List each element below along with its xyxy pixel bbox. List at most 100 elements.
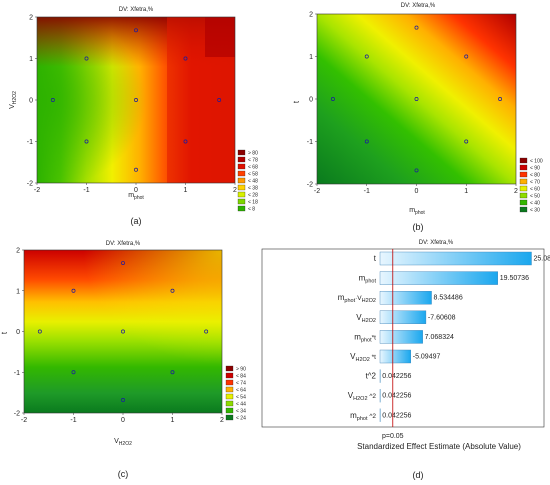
design-point — [134, 28, 138, 33]
panel-c-ylabel: t — [0, 331, 9, 334]
panel-a-ylabel: VH2O2 — [9, 91, 18, 109]
pareto-bar — [379, 310, 427, 324]
pareto-value-label: 7.068324 — [425, 334, 454, 341]
x-tick-label: -2 — [21, 417, 27, 424]
design-point — [121, 398, 125, 402]
legend-label: < 44 — [236, 402, 246, 408]
panel-d-title: DV: Xfetra,% — [419, 240, 454, 246]
x-tick-label: -2 — [314, 188, 320, 195]
panel-d-xlabel: Standardized Effect Estimate (Absolute V… — [357, 442, 521, 451]
x-tick-label: -2 — [34, 187, 40, 194]
panel-b-ylabel: t — [292, 100, 301, 103]
y-tick-label: 1 — [29, 56, 33, 63]
design-point — [364, 139, 369, 144]
legend-label: < 68 — [248, 165, 258, 171]
pareto-bar — [379, 251, 532, 266]
legend-swatch — [225, 407, 234, 414]
design-point — [134, 98, 138, 102]
panel-a-caption: (a) — [131, 216, 142, 226]
x-tick-label: 1 — [184, 187, 188, 194]
legend-swatch — [225, 379, 234, 386]
legend-swatch — [225, 386, 234, 393]
legend-swatch — [237, 191, 246, 198]
p-value-label: p=0.05 — [382, 433, 404, 440]
pareto-term-label: mphot·VH2O2 — [338, 293, 376, 304]
pareto-value-label: -5.09497 — [413, 354, 441, 361]
legend-label: < 40 — [530, 201, 540, 207]
design-point — [330, 97, 335, 101]
pareto-value-label: 25.0895 — [533, 256, 550, 263]
legend-label: < 84 — [236, 374, 246, 380]
x-tick-label: 1 — [464, 188, 468, 195]
design-point — [204, 329, 209, 334]
design-point — [217, 98, 222, 102]
panel-a-xlabel: mphot — [128, 192, 144, 201]
legend-label: < 58 — [248, 172, 258, 178]
pareto-term-label: mphot ^2 — [350, 411, 376, 422]
panel-c-legend: > 90< 84< 74< 64< 54< 44< 34< 24 — [225, 365, 246, 422]
legend-swatch — [519, 171, 528, 178]
design-point — [364, 54, 369, 59]
legend-swatch — [237, 205, 246, 212]
legend-label: < 64 — [236, 388, 246, 394]
pareto-value-label: 19.50736 — [500, 275, 529, 282]
legend-swatch — [519, 157, 528, 164]
legend-swatch — [519, 185, 528, 192]
x-tick-label: -1 — [83, 187, 89, 194]
legend-swatch — [237, 149, 246, 156]
panel-c: DV: Xfetra,% -2 -1 0 1 2 2 1 0 -1 -2 VH2O2 t > 90… — [0, 241, 246, 479]
design-point — [183, 139, 188, 144]
x-tick-label: 0 — [121, 417, 125, 424]
y-tick-label: -2 — [14, 411, 20, 418]
legend-label: < 60 — [530, 187, 540, 193]
panel-b-caption: (b) — [413, 222, 424, 232]
legend-label: < 18 — [248, 200, 258, 206]
panel-b-surface — [317, 14, 516, 184]
x-tick-label: 0 — [415, 188, 419, 195]
panel-b-design-points — [330, 25, 503, 173]
panel-b-ticks: -2 -1 0 1 2 2 1 0 -1 -2 — [307, 12, 518, 196]
pareto-value-label: 0.042256 — [382, 412, 411, 419]
y-tick-label: 0 — [29, 98, 33, 105]
legend-swatch — [237, 184, 246, 191]
y-tick-label: 2 — [309, 12, 313, 19]
panel-c-design-points — [37, 261, 209, 402]
y-tick-label: 1 — [16, 288, 20, 295]
pareto-value-label: 0.042256 — [382, 373, 411, 380]
x-tick-label: 0 — [134, 187, 138, 194]
x-tick-label: 2 — [220, 417, 224, 424]
panel-d: DV: Xfetra,% 25.0895 t 19.50736 mphot 8.5344… — [261, 240, 550, 480]
y-tick-label: 2 — [16, 248, 20, 255]
pareto-bar — [379, 330, 423, 344]
legend-label: < 8 — [248, 207, 255, 213]
y-tick-label: 0 — [16, 329, 20, 336]
legend-label: < 74 — [236, 381, 246, 387]
legend-label: < 78 — [248, 158, 258, 164]
panel-c-ticks: -2 -1 0 1 2 2 1 0 -1 -2 — [14, 248, 224, 425]
y-tick-label: -2 — [307, 182, 313, 189]
legend-swatch — [519, 164, 528, 171]
legend-label: < 34 — [236, 409, 246, 415]
pareto-term-label: VH2O2 *t — [350, 352, 376, 363]
panel-a-title: DV: Xfetra,% — [119, 7, 154, 13]
y-tick-label: -1 — [307, 139, 313, 146]
design-point — [134, 167, 138, 172]
y-tick-label: -2 — [27, 181, 33, 188]
design-point — [183, 56, 188, 61]
y-tick-label: -1 — [27, 139, 33, 146]
design-point — [37, 329, 42, 334]
design-point — [414, 168, 419, 173]
panel-b: DV: Xfetra,% -2 -1 0 1 2 2 1 0 -1 -2 mphot t < 10… — [292, 3, 543, 232]
panel-c-xlabel: VH2O2 — [114, 438, 132, 447]
design-point — [498, 97, 503, 101]
x-tick-label: -1 — [364, 188, 370, 195]
pareto-bar — [379, 349, 411, 364]
legend-label: < 50 — [530, 194, 540, 200]
pareto-term-label: t — [374, 254, 377, 263]
panel-a-ticks: -2 -1 0 1 2 2 1 0 -1 -2 — [27, 15, 237, 195]
y-tick-label: 0 — [309, 97, 313, 104]
pareto-term-label: mphot — [359, 274, 377, 285]
design-point — [71, 288, 76, 293]
legend-swatch — [225, 372, 234, 379]
